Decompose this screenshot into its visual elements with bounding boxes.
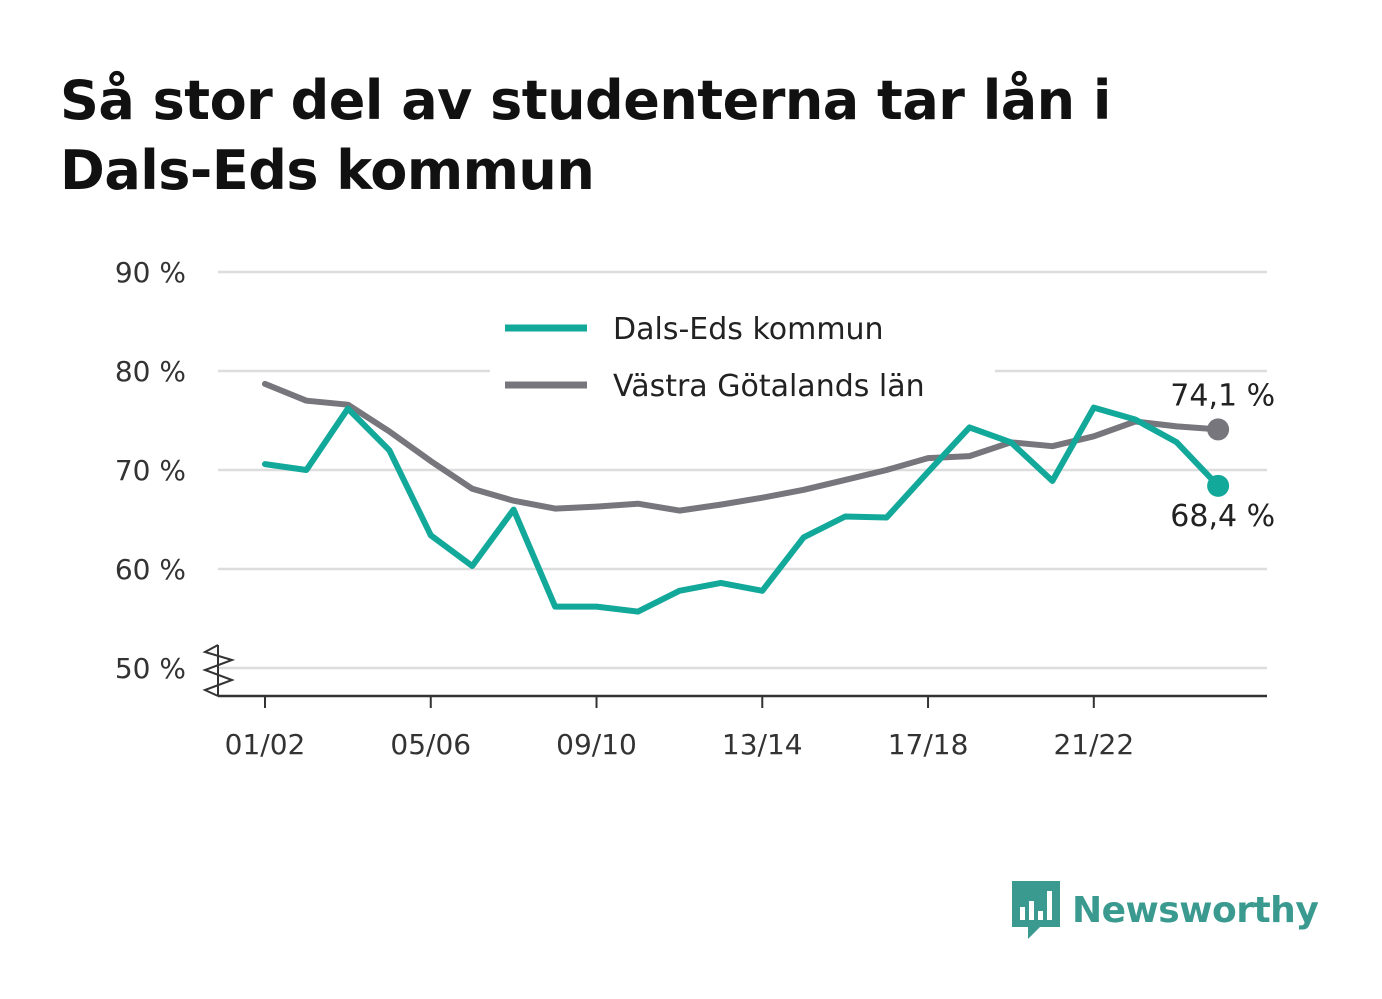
y-tick-label: 90 % [115, 256, 186, 289]
legend-background [490, 302, 995, 417]
x-tick-label: 21/22 [1053, 728, 1134, 761]
legend: Dals-Eds kommun Västra Götalands län [490, 302, 995, 417]
x-tick-label: 01/02 [225, 728, 306, 761]
x-tick-label: 17/18 [888, 728, 969, 761]
newsworthy-logo-icon [1012, 881, 1060, 939]
series-lines [262, 380, 1222, 615]
series-end-point [1207, 418, 1230, 441]
brand-logo: Newsworthy [1010, 878, 1319, 942]
y-tick-label: 60 % [115, 553, 186, 586]
axis-break-marker [202, 644, 236, 697]
x-axis [202, 644, 1267, 708]
series-line [262, 404, 1222, 615]
x-tick-label: 09/10 [556, 728, 637, 761]
series-end-point [1207, 474, 1230, 497]
end-value-label: 68,4 % [1170, 499, 1275, 534]
series-line [262, 380, 1222, 514]
gridlines [218, 270, 1267, 670]
legend-label: Dals-Eds kommun [613, 312, 884, 347]
y-tick-label: 70 % [115, 454, 186, 487]
end-value-label: 74,1 % [1170, 378, 1275, 413]
x-axis-tick-labels: 01/02 05/06 09/10 13/14 17/18 21/22 [225, 728, 1135, 761]
x-tick-label: 13/14 [722, 728, 803, 761]
x-tick-label: 05/06 [390, 728, 471, 761]
y-tick-label: 80 % [115, 355, 186, 388]
legend-label: Västra Götalands län [613, 369, 925, 404]
y-axis-tick-labels: 50 % 60 % 70 % 80 % 90 % [115, 256, 186, 685]
brand-name: Newsworthy [1072, 889, 1319, 931]
series-end-markers: 68,4 % 74,1 % [1170, 378, 1275, 533]
y-tick-label: 50 % [115, 652, 186, 685]
chart-title: Så stor del av studenterna tar lån i Dal… [60, 69, 1111, 202]
